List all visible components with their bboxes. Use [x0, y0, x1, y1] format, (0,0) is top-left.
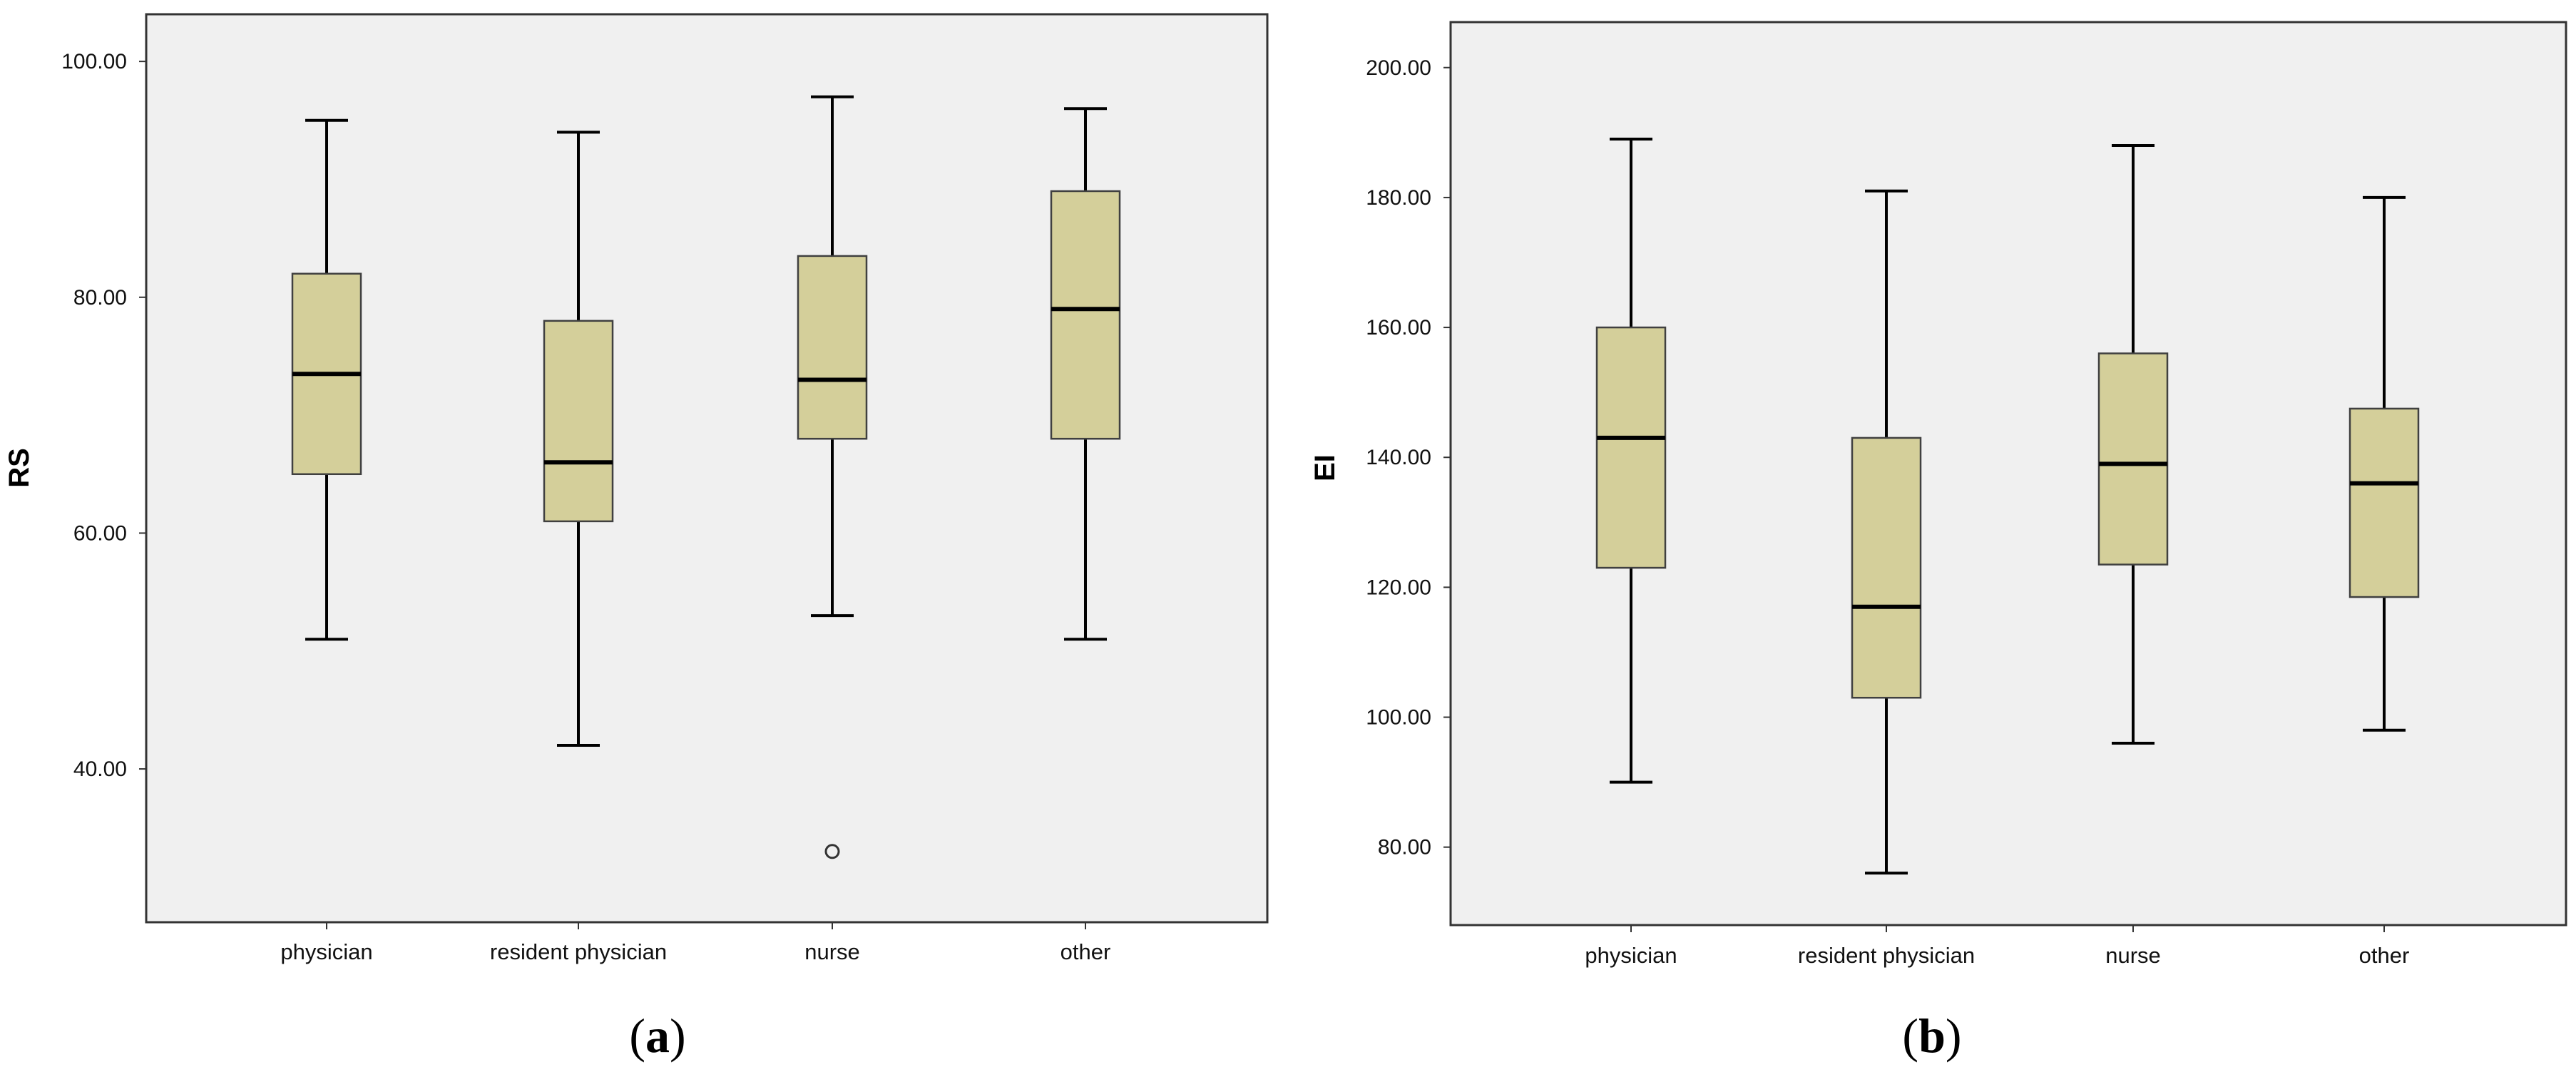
panel-b: 80.00 100.00 120.00 140.00 160.00 180.00 200.0… [1309, 21, 2567, 1063]
panel-a-box-physician [291, 118, 362, 641]
panel-a-y-axis-title: RS [4, 448, 35, 488]
panel-a-box-nurse [797, 95, 868, 859]
iqr-box [2097, 352, 2169, 566]
panel-a-y-tick-label: 100.00 [61, 50, 127, 73]
panel-b-box-other [2348, 195, 2420, 732]
panel-a-y-tick-label: 60.00 [73, 521, 127, 545]
panel-a-box-other [1050, 107, 1121, 641]
iqr-box [797, 255, 868, 440]
panel-b-category-label: other [2359, 943, 2410, 968]
panel-a-category-label: physician [280, 939, 372, 964]
panel-b-y-tick-label: 160.00 [1366, 316, 1431, 340]
panel-b-y-tick-label: 100.00 [1366, 706, 1431, 730]
iqr-box [1050, 190, 1121, 440]
panel-b-y-tick-label: 180.00 [1366, 186, 1431, 210]
panel-b-y-tick-label: 200.00 [1366, 56, 1431, 80]
panel-a-category-label: nurse [804, 939, 860, 964]
panel-a-category-label: other [1060, 939, 1111, 964]
panel-a-category-label: resident physician [490, 939, 667, 964]
panel-b-y-tick-label: 80.00 [1378, 836, 1431, 859]
panel-b-category-label: resident physician [1798, 943, 1975, 968]
iqr-box [1595, 326, 1667, 569]
panel-b-y-axis-title: EI [1309, 454, 1341, 481]
iqr-box [1851, 437, 1922, 699]
iqr-box [2348, 407, 2420, 598]
panel-b-box-nurse [2097, 144, 2169, 745]
panel-b-box-physician [1595, 137, 1667, 784]
panel-b-category-label: nurse [2105, 943, 2161, 968]
panel-a-caption: (a) [629, 1009, 685, 1063]
panel-b-caption: (b) [1902, 1009, 1961, 1063]
panel-a-box-resident-physician [543, 131, 614, 747]
panel-a-y-tick-label: 40.00 [73, 757, 127, 781]
panel-b-y-tick-label: 140.00 [1366, 446, 1431, 469]
panel-a: 40.00 60.00 80.00 100.00 RS physician resident… [4, 13, 1269, 1063]
iqr-box [543, 320, 614, 523]
outlier-point [824, 844, 840, 859]
panel-b-box-resident-physician [1851, 189, 1922, 875]
panel-b-category-label: physician [1585, 943, 1677, 968]
panel-b-y-tick-label: 120.00 [1366, 576, 1431, 599]
panel-a-y-tick-label: 80.00 [73, 286, 127, 310]
